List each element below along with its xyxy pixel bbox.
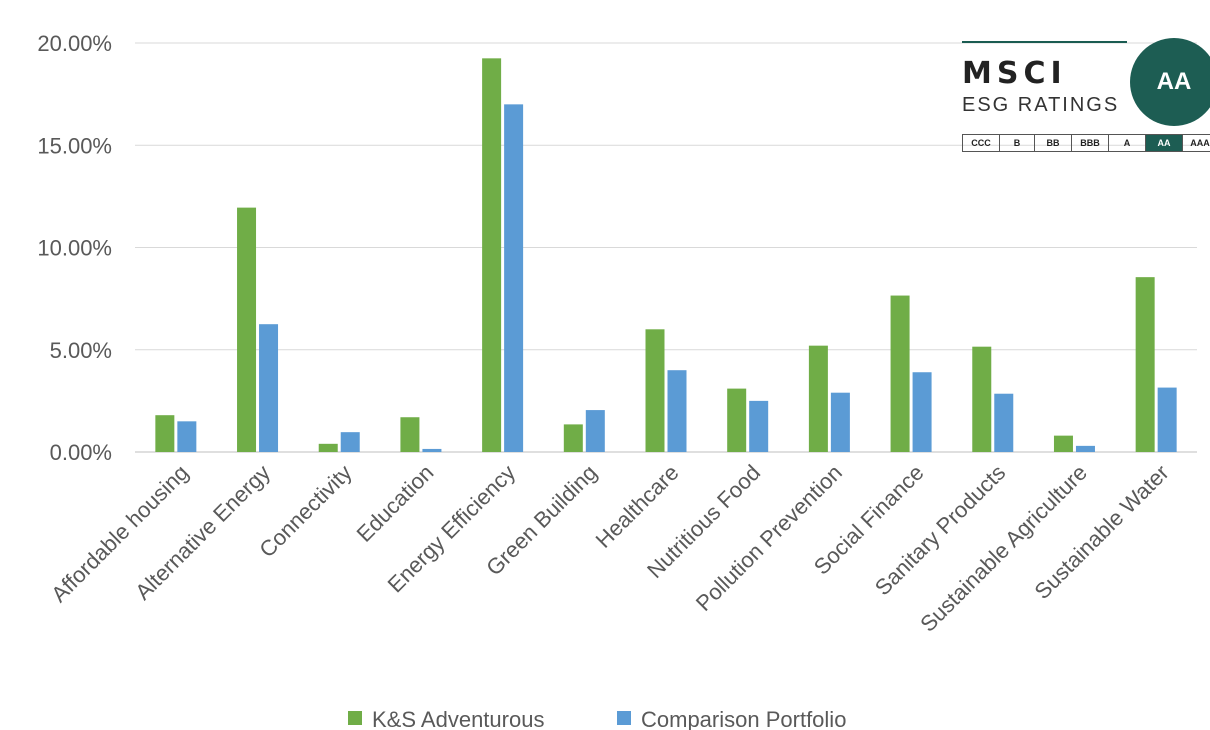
x-tick-label: Education [352,460,439,547]
bar-ks-adventurous [645,329,665,452]
bar-comparison-portfolio [994,393,1014,452]
bar-ks-adventurous [155,415,175,452]
bar-comparison-portfolio [912,372,932,452]
bars [155,58,1177,453]
bar-comparison-portfolio [1157,387,1177,452]
bar-comparison-portfolio [585,410,605,452]
rating-scale-cell: CCC [963,135,1000,151]
bar-comparison-portfolio [830,392,850,452]
bar-ks-adventurous [318,443,338,452]
bar-comparison-portfolio [504,104,524,452]
y-tick-label: 20.00% [37,31,112,56]
legend-swatch [348,711,362,725]
y-tick-label: 0.00% [50,440,112,465]
rating-scale: CCC B BB BBB A AA AAA [962,134,1210,152]
bar-ks-adventurous [1053,435,1073,452]
rating-scale-cell: BB [1035,135,1072,151]
bar-comparison-portfolio [422,448,442,452]
gridlines [135,42,1197,453]
bar-ks-adventurous [400,417,420,452]
x-tick-label: Affordable housing [46,460,193,607]
x-tick-label: Alternative Energy [130,460,275,605]
msci-esg-rating-badge: MSCI ESG RATINGS AA CCC B BB BBB A AA AAA [962,38,1210,156]
y-tick-label: 15.00% [37,133,112,158]
y-axis-ticks: 0.00% 5.00% 10.00% 15.00% 20.00% [37,31,112,465]
bar-ks-adventurous [972,346,992,452]
bar-comparison-portfolio [177,421,197,452]
bar-comparison-portfolio [749,400,769,452]
bar-ks-adventurous [727,388,747,452]
bar-ks-adventurous [808,345,828,452]
bar-comparison-portfolio [667,370,687,452]
x-tick-label: Pollution Prevention [691,460,847,616]
rating-scale-cell: B [1000,135,1035,151]
esg-ratings-label: ESG RATINGS [962,94,1120,116]
msci-logo-text: MSCI [962,56,1067,91]
y-tick-label: 10.00% [37,236,112,261]
rating-circle: AA [1130,38,1210,126]
legend: K&S Adventurous Comparison Portfolio [348,707,846,730]
rating-scale-cell: AAA [1183,135,1210,151]
bar-ks-adventurous [1135,277,1155,452]
bar-comparison-portfolio [259,324,279,452]
rating-scale-cell: AA [1146,135,1183,151]
legend-swatch [617,711,631,725]
x-tick-label: Sustainable Water [1029,460,1173,604]
legend-label: K&S Adventurous [372,707,544,730]
rating-scale-cell: A [1109,135,1146,151]
bar-ks-adventurous [563,424,583,452]
bar-ks-adventurous [482,58,502,453]
y-tick-label: 5.00% [50,338,112,363]
bar-ks-adventurous [890,295,910,452]
bar-comparison-portfolio [1075,445,1095,452]
rating-scale-cell: BBB [1072,135,1109,151]
legend-label: Comparison Portfolio [641,707,846,730]
badge-top-rule [962,41,1127,43]
x-tick-label: Sustainable Agriculture [915,460,1092,637]
bar-ks-adventurous [237,207,257,452]
bar-comparison-portfolio [340,432,360,452]
